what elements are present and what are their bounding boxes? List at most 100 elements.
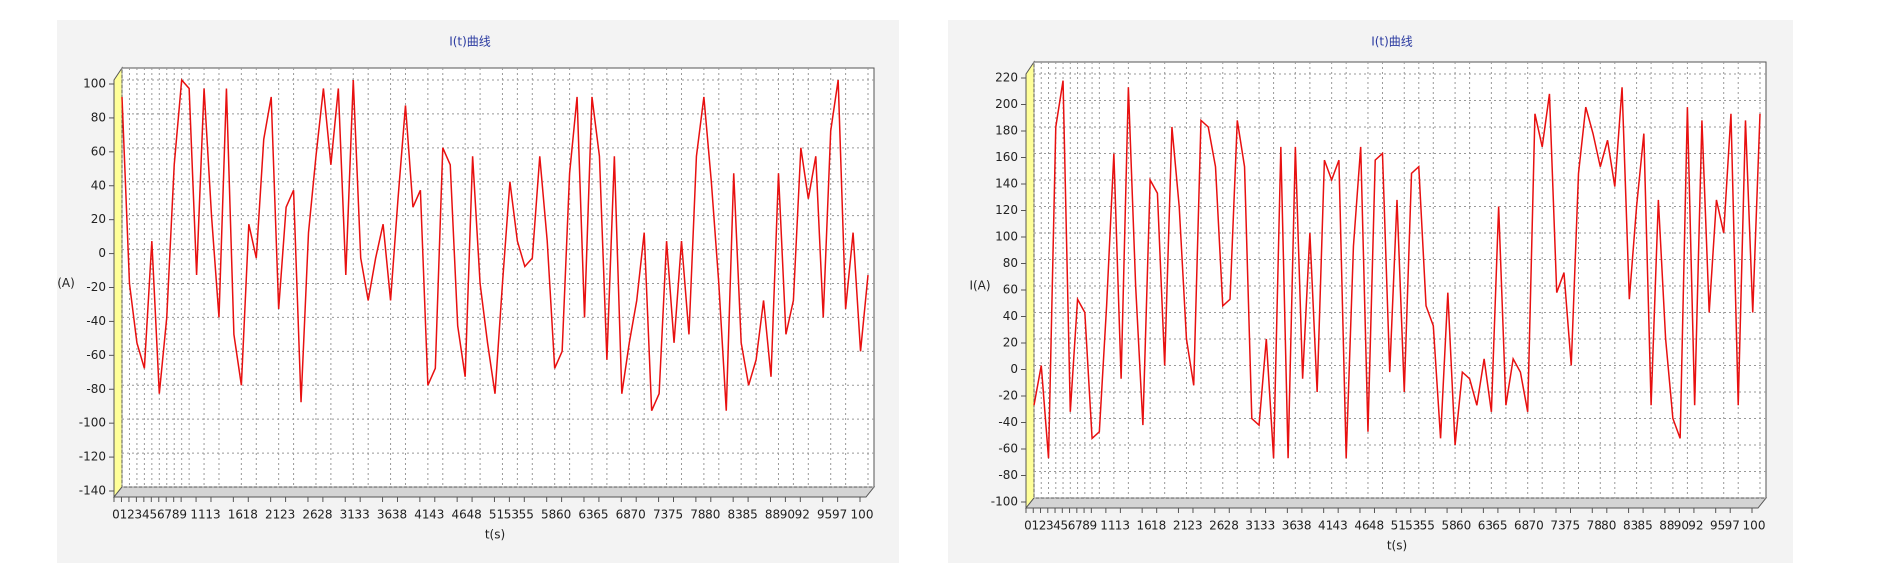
x-tick-label: 60 xyxy=(556,508,571,522)
x-tick-label: 16 xyxy=(1137,519,1152,533)
x-tick-label: 83 xyxy=(1623,519,1638,533)
x-tick-label: 85 xyxy=(1637,519,1652,533)
x-tick-label: 51 xyxy=(489,508,504,522)
x-tick-label: 68 xyxy=(616,508,631,522)
y-tick-label: -20 xyxy=(998,389,1018,403)
x-tick-label: 58 xyxy=(541,508,556,522)
y-tick-label: -80 xyxy=(998,468,1018,482)
x-tick-label: 51 xyxy=(1391,519,1406,533)
x-tick-label: 31 xyxy=(1245,519,1260,533)
x-tick-label: 63 xyxy=(578,508,593,522)
x-tick-label: 6 xyxy=(1068,519,1076,533)
y-tick-label: -60 xyxy=(998,442,1018,456)
x-tick-label: 80 xyxy=(1601,519,1616,533)
x-tick-label: 60 xyxy=(1456,519,1471,533)
x-tick-label: 70 xyxy=(631,508,646,522)
x-tick-label: 43 xyxy=(429,508,444,522)
x-tick-label: 9 xyxy=(179,508,187,522)
y-tick-label: -100 xyxy=(991,495,1018,509)
plot-floor xyxy=(1024,497,1768,509)
data-line xyxy=(1033,80,1761,459)
x-tick-label: 68 xyxy=(1514,519,1529,533)
y-tick-label: -40 xyxy=(998,415,1018,429)
x-tick-label: 100 xyxy=(851,508,874,522)
x-tick-label: 21 xyxy=(265,508,280,522)
x-tick-label: 65 xyxy=(1492,519,1507,533)
x-tick-label: 41 xyxy=(1318,519,1333,533)
y-tick-label: 160 xyxy=(995,150,1018,164)
x-tick-label: 5 xyxy=(149,508,157,522)
y-tick-label: 120 xyxy=(995,203,1018,217)
x-tick-label: 75 xyxy=(668,508,683,522)
x-tick-label: 18 xyxy=(243,508,258,522)
x-tick-label: 36 xyxy=(377,508,392,522)
y-tick-label: 0 xyxy=(1010,362,1018,376)
y-tick-label: 80 xyxy=(1003,256,1018,270)
x-tick-label: 26 xyxy=(302,508,317,522)
y-tick-label: -100 xyxy=(79,416,106,430)
y-tick-label: 80 xyxy=(91,110,106,124)
x-tick-label: 95 xyxy=(1710,519,1725,533)
y-tick-label: 0 xyxy=(98,246,106,260)
x-tick-label: 0 xyxy=(112,508,120,522)
y-tick-label: -120 xyxy=(79,450,106,464)
y-tick-label: 200 xyxy=(995,97,1018,111)
x-tick-label: 80 xyxy=(705,508,720,522)
x-axis-label: t(s) xyxy=(1387,539,1407,553)
y-tick-label: -20 xyxy=(86,280,106,294)
y-tick-label: 40 xyxy=(91,178,106,192)
x-tick-label: 46 xyxy=(1354,519,1369,533)
x-tick-label: 73 xyxy=(1550,519,1565,533)
plot-area xyxy=(121,67,875,488)
x-tick-label: 88 xyxy=(765,508,780,522)
x-tick-label: 36 xyxy=(1282,519,1297,533)
x-tick-label: 38 xyxy=(1296,519,1311,533)
x-tick-label: 97 xyxy=(832,508,847,522)
x-tick-label: 48 xyxy=(1369,519,1384,533)
x-tick-label: 18 xyxy=(1151,519,1166,533)
x-tick-label: 0 xyxy=(1024,519,1032,533)
x-tick-label: 31 xyxy=(340,508,355,522)
x-tick-label: 90 xyxy=(780,508,795,522)
x-tick-label: 90 xyxy=(1674,519,1689,533)
x-tick-label: 43 xyxy=(1333,519,1348,533)
y-tick-label: 20 xyxy=(1003,336,1018,350)
x-tick-label: 33 xyxy=(1260,519,1275,533)
chart-title: I(t)曲线 xyxy=(1371,35,1413,49)
y-tick-label: 40 xyxy=(1003,309,1018,323)
y-tick-label: -80 xyxy=(86,382,106,396)
x-tick-label: 70 xyxy=(1529,519,1544,533)
x-tick-label: 3 xyxy=(1046,519,1054,533)
x-tick-label: 6 xyxy=(157,508,165,522)
x-tick-label: 75 xyxy=(1565,519,1580,533)
x-tick-label: 58 xyxy=(1441,519,1456,533)
x-tick-label: 8 xyxy=(1082,519,1090,533)
x-tick-label: 8 xyxy=(172,508,180,522)
x-tick-label: 41 xyxy=(414,508,429,522)
x-tick-label: 21 xyxy=(1173,519,1188,533)
x-tick-label: 3 xyxy=(135,508,143,522)
x-tick-label: 13 xyxy=(205,508,220,522)
x-tick-label: 97 xyxy=(1725,519,1740,533)
x-tick-label: 53 xyxy=(1405,519,1420,533)
y-tick-label: 20 xyxy=(91,212,106,226)
x-tick-label: 63 xyxy=(1478,519,1493,533)
x-tick-label: 2 xyxy=(1039,519,1047,533)
x-tick-label: 85 xyxy=(742,508,757,522)
y-tick-label: 100 xyxy=(83,77,106,91)
x-tick-label: 7 xyxy=(1075,519,1083,533)
x-tick-label: 23 xyxy=(1187,519,1202,533)
x-tick-label: 95 xyxy=(817,508,832,522)
y-tick-label: -140 xyxy=(79,484,106,498)
x-tick-label: 1 xyxy=(1031,519,1039,533)
y-tick-label: 180 xyxy=(995,124,1018,138)
x-tick-label: 73 xyxy=(653,508,668,522)
x-tick-label: 4 xyxy=(142,508,150,522)
x-tick-label: 11 xyxy=(190,508,205,522)
x-tick-label: 26 xyxy=(1209,519,1224,533)
plot-wall xyxy=(1025,60,1035,510)
data-line xyxy=(121,78,869,411)
x-tick-label: 55 xyxy=(519,508,534,522)
